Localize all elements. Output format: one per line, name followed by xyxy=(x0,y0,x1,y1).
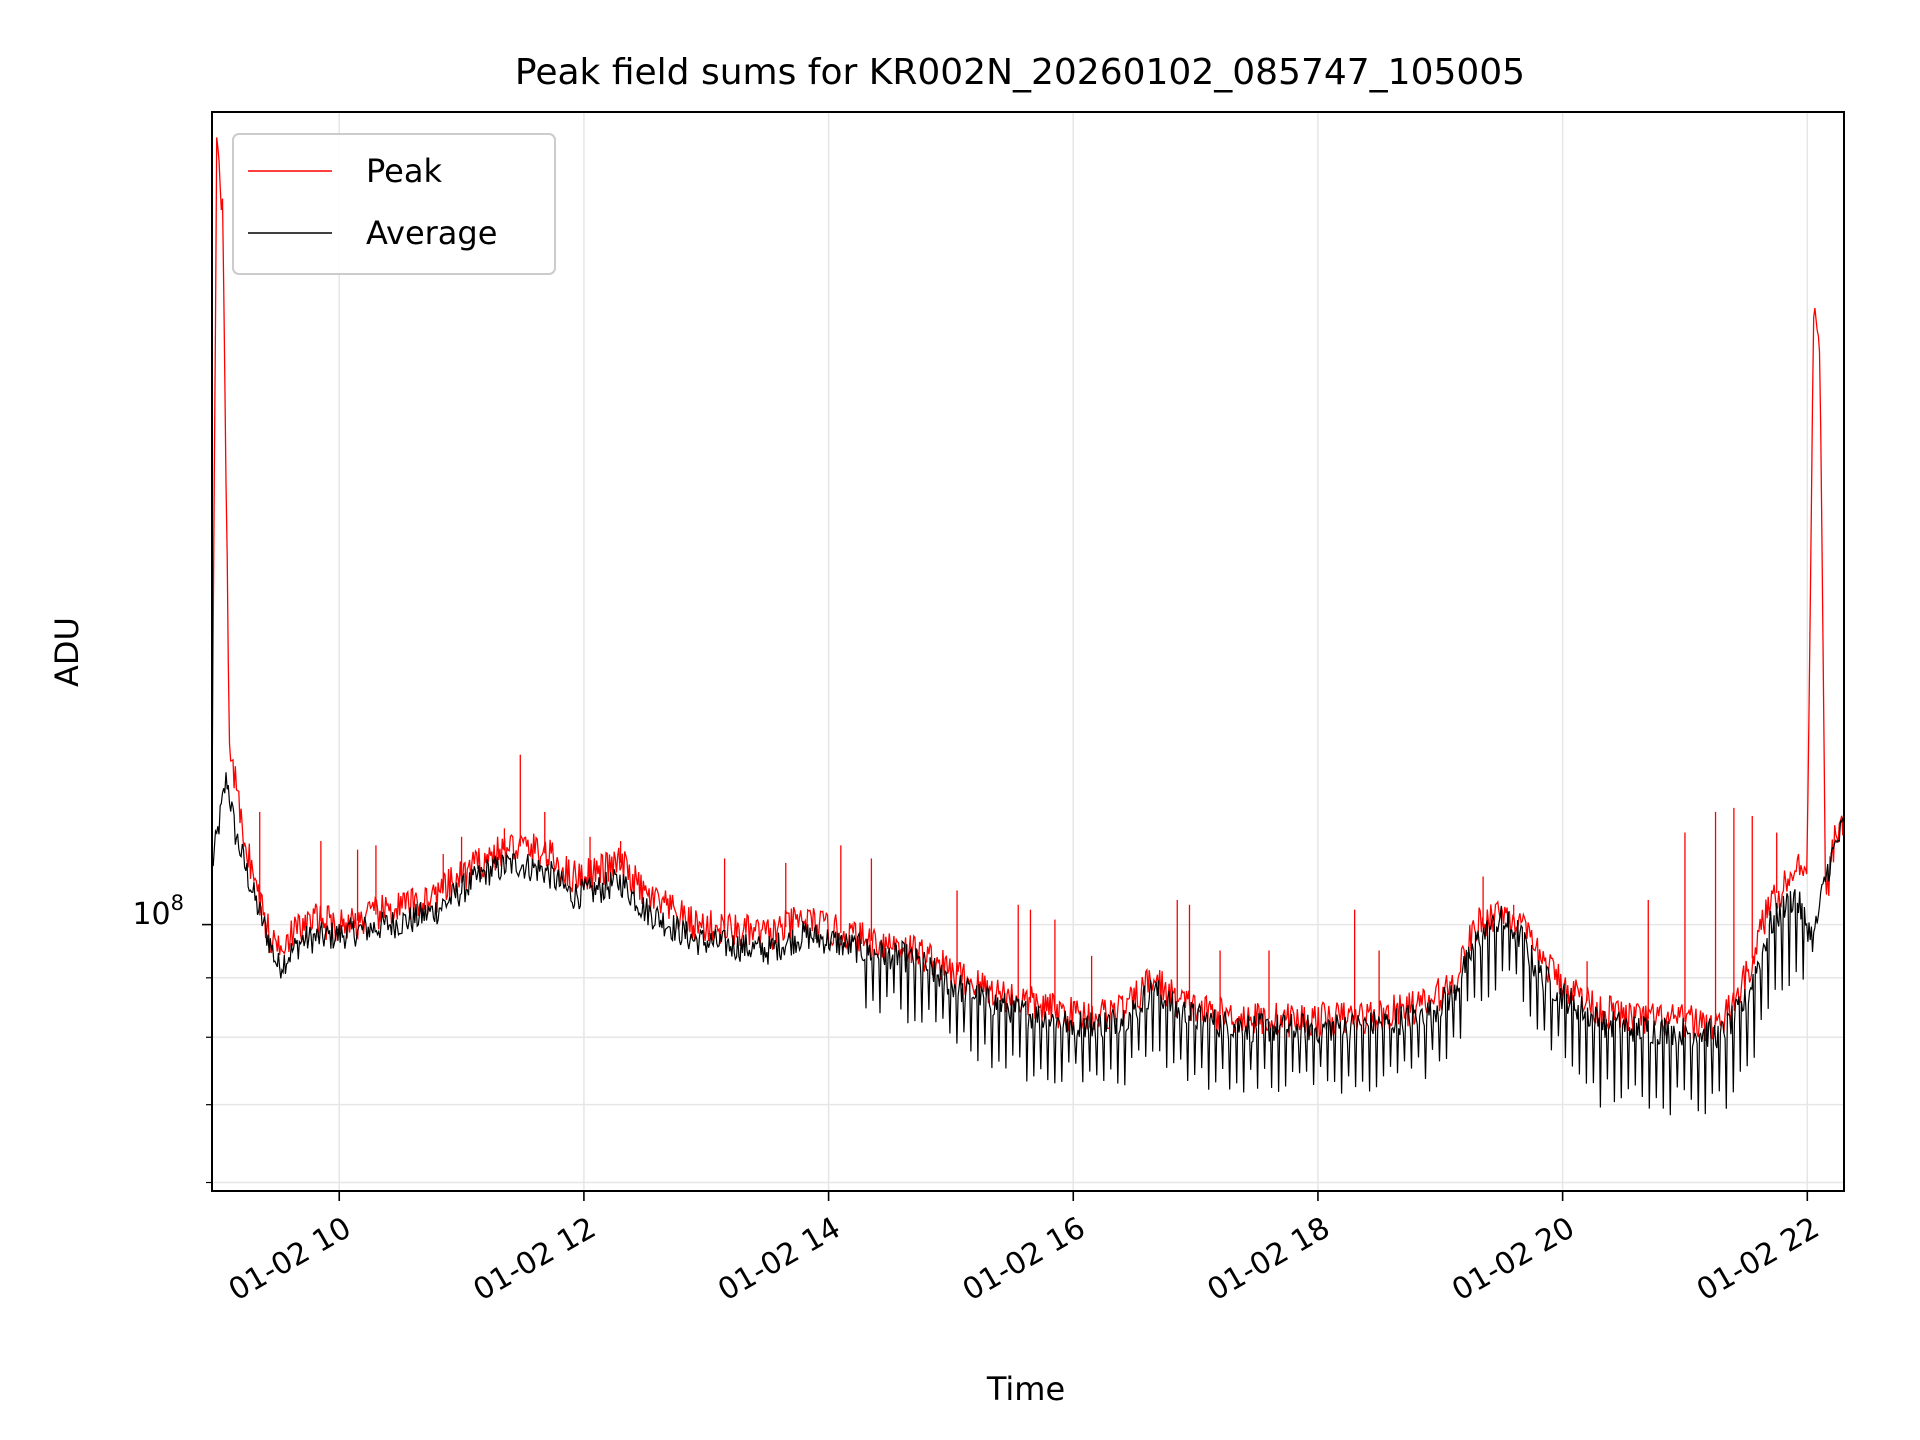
chart-title: Peak field sums for KR002N_20260102_0857… xyxy=(515,52,1525,93)
y-tick-label-1e8: 108 xyxy=(132,891,184,932)
legend-box xyxy=(232,133,556,275)
average-series-line xyxy=(212,772,1844,1116)
x-axis-label: Time xyxy=(986,1370,1065,1408)
y-axis-label: ADU xyxy=(48,617,86,687)
y-tick-exponent: 8 xyxy=(171,891,184,915)
legend-label-average: Average xyxy=(366,214,497,252)
plot-frame xyxy=(211,111,1845,1192)
legend: Peak Average xyxy=(232,133,556,275)
legend-label-peak: Peak xyxy=(366,152,442,190)
peak-series-line xyxy=(212,137,1844,1042)
series-layer xyxy=(212,137,1844,1116)
y-tick-base: 10 xyxy=(132,897,170,932)
